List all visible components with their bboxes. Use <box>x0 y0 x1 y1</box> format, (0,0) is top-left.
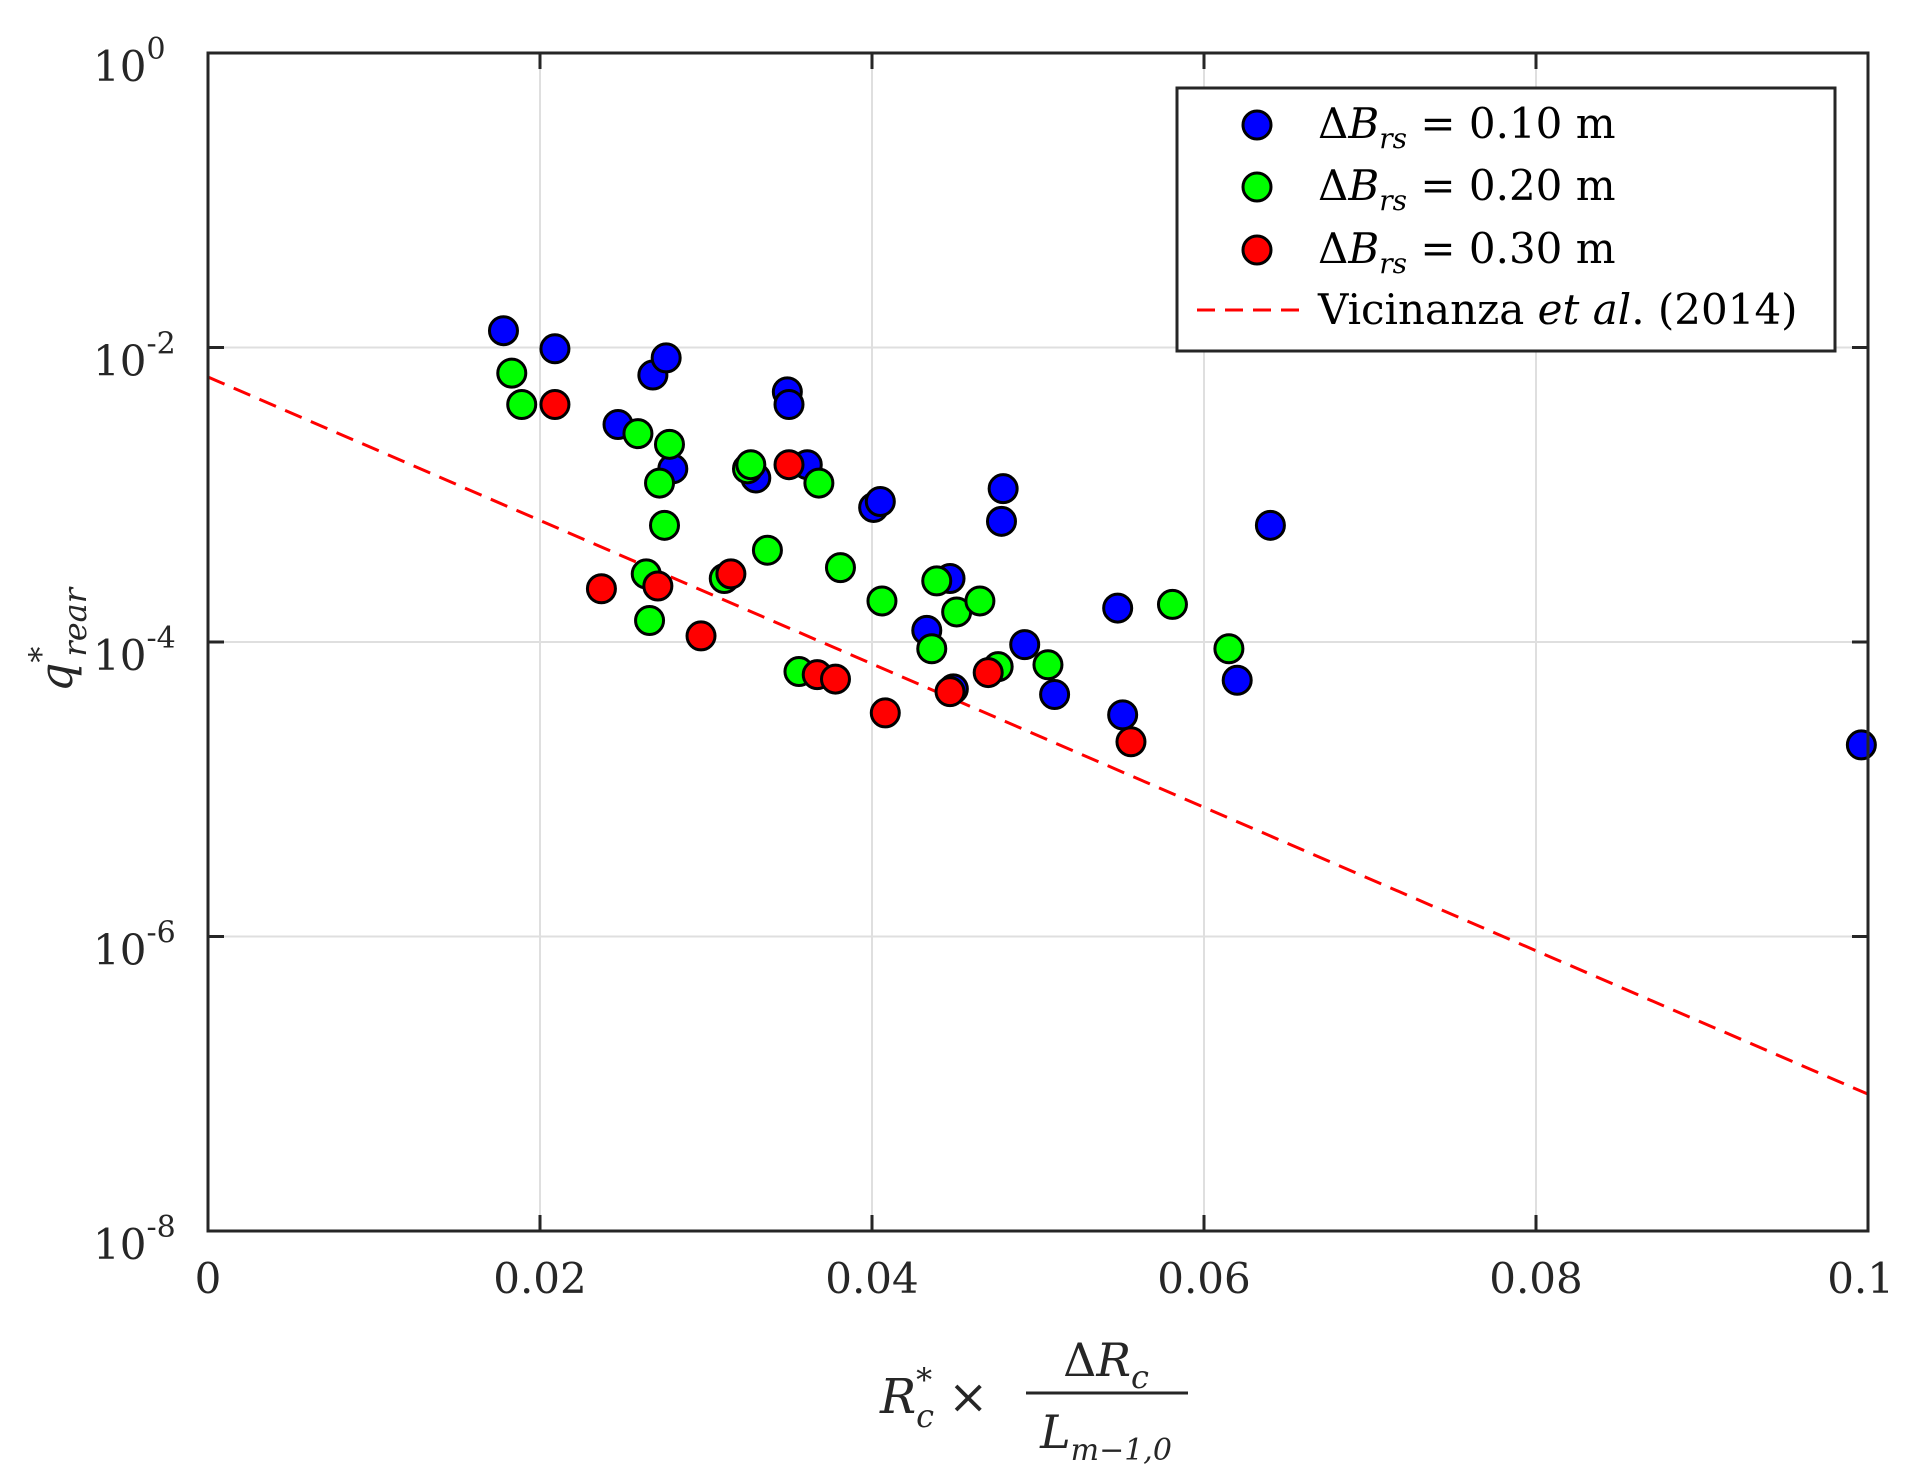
y-tick-label: 100 <box>93 32 166 91</box>
x-tick-label: 0.04 <box>825 1254 919 1303</box>
data-point <box>1107 699 1139 731</box>
data-point <box>634 604 666 636</box>
series-1 <box>487 315 1877 761</box>
data-points <box>487 315 1877 761</box>
x-title-den-sub: m−1,0 <box>1071 1433 1172 1468</box>
y-tick-label: 10-8 <box>93 1210 176 1269</box>
data-point <box>642 570 674 602</box>
series-3 <box>539 389 1147 758</box>
data-point <box>653 428 685 460</box>
data-point <box>985 505 1017 537</box>
legend-label-reference: Vicinanza et al. (2014) <box>1317 285 1798 334</box>
data-point <box>869 697 901 729</box>
data-point <box>803 467 835 499</box>
x-tick-label: 0.08 <box>1489 1254 1583 1303</box>
data-point <box>773 449 805 481</box>
data-point <box>824 552 856 584</box>
x-axis-title: R* c × ΔRc Lm−1,0 <box>879 1333 1188 1468</box>
data-point <box>921 565 953 597</box>
svg-text:ΔRc: ΔRc <box>1063 1333 1149 1396</box>
data-point <box>735 449 767 481</box>
x-title-lhs-sub: c <box>916 1397 934 1435</box>
reference-line-layer <box>207 375 1869 1096</box>
y-axis-title: q*rear <box>22 586 94 692</box>
legend-label-series-1: ΔBrs = 0.10 m <box>1318 99 1616 155</box>
data-point <box>1221 664 1253 696</box>
data-point <box>644 467 676 499</box>
data-point <box>1254 509 1286 541</box>
data-point <box>987 473 1019 505</box>
x-title-num-delta: Δ <box>1063 1333 1096 1387</box>
data-point <box>496 357 528 389</box>
legend-label-series-2: ΔBrs = 0.20 m <box>1318 161 1616 217</box>
data-point <box>539 333 571 365</box>
data-point <box>539 389 571 421</box>
x-title-lhs-sup: * <box>916 1361 932 1399</box>
data-point <box>585 573 617 605</box>
y-tick-labels: 10-8 10-6 10-4 10-2 100 <box>93 32 176 1269</box>
data-point <box>1156 588 1188 620</box>
data-point <box>1032 649 1064 681</box>
x-tick-label: 0.1 <box>1827 1254 1894 1303</box>
data-point <box>649 509 680 541</box>
legend-label-series-3: ΔBrs = 0.30 m <box>1318 224 1616 280</box>
data-point <box>1039 679 1071 711</box>
y-tick-label: 10-4 <box>93 621 176 680</box>
data-point <box>916 633 948 665</box>
reference-line <box>207 375 1869 1096</box>
data-point <box>685 620 717 652</box>
x-title-times: × <box>948 1369 988 1425</box>
svg-text:R*c×: R* c × <box>879 1361 988 1435</box>
data-point <box>1115 726 1147 758</box>
y-tick-label: 10-2 <box>93 327 176 386</box>
x-title-num-sub: c <box>1131 1358 1149 1396</box>
svg-text:Lm−1,0: Lm−1,0 <box>1039 1405 1172 1468</box>
legend-marker-green <box>1241 171 1273 203</box>
data-point <box>650 342 682 374</box>
data-point <box>819 663 851 695</box>
x-tick-label: 0 <box>195 1254 222 1303</box>
y-tick-label: 10-6 <box>93 916 176 975</box>
data-point <box>751 534 783 566</box>
x-title-den-base: L <box>1039 1405 1071 1459</box>
data-point <box>964 585 996 617</box>
x-title-num-base: R <box>1095 1333 1131 1387</box>
data-point <box>1102 592 1134 624</box>
legend-marker-red <box>1241 234 1273 266</box>
data-point <box>866 585 898 617</box>
plot-frame <box>206 51 1870 1233</box>
data-point <box>972 657 1004 689</box>
data-point <box>506 389 538 421</box>
legend: ΔBrs = 0.10 m ΔBrs = 0.20 m ΔBrs = 0.30 … <box>1175 86 1837 353</box>
x-title-lhs-base: R <box>879 1369 916 1425</box>
data-point <box>1213 633 1245 665</box>
data-point <box>487 315 519 347</box>
data-point <box>1845 729 1877 761</box>
x-tick-label: 0.02 <box>493 1254 587 1303</box>
data-point <box>622 418 654 450</box>
x-tick-label: 0.06 <box>1157 1254 1251 1303</box>
legend-marker-blue <box>1241 109 1273 141</box>
data-point <box>773 389 805 421</box>
data-point <box>715 558 747 590</box>
data-point <box>1009 629 1041 661</box>
legend-box <box>1175 86 1837 353</box>
data-point <box>864 485 896 517</box>
x-tick-labels: 0 0.02 0.04 0.06 0.08 0.1 <box>195 1254 1894 1303</box>
data-point <box>934 676 966 708</box>
